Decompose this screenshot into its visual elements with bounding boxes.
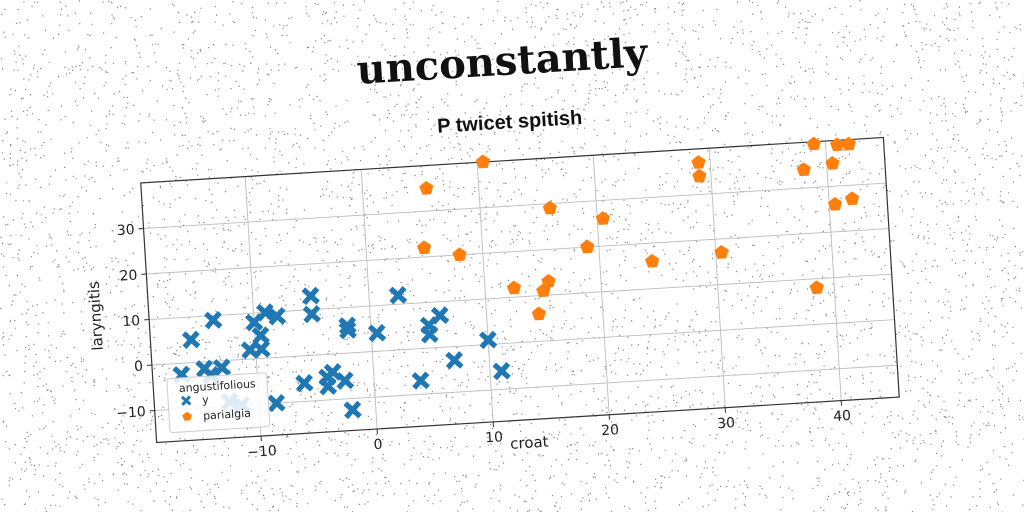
data-point-pentagon (714, 245, 729, 259)
legend-box (166, 372, 271, 433)
x-tick-label: −10 (247, 443, 277, 461)
legend-label: parialgia (203, 407, 252, 423)
grid-line-y (149, 273, 892, 320)
data-point-pentagon (452, 247, 467, 262)
plot-frame (140, 136, 900, 444)
x-tick-label: 30 (717, 415, 736, 432)
data-point-pentagon (806, 136, 821, 151)
data-point-x (492, 361, 511, 381)
data-point-x (255, 303, 275, 322)
data-point-x (204, 311, 223, 330)
x-tick-label: 10 (485, 429, 504, 446)
data-point-x (367, 323, 387, 343)
data-point-pentagon (844, 191, 860, 206)
y-tick-label: 30 (116, 222, 135, 239)
data-point-pentagon (475, 154, 491, 169)
data-point-pentagon (796, 162, 811, 177)
data-point-pentagon (825, 155, 840, 170)
data-point-x (343, 400, 362, 420)
data-point-x (267, 393, 286, 413)
data-point-x (388, 286, 408, 305)
data-point-pentagon (827, 197, 843, 211)
data-point-x (212, 358, 232, 377)
data-point-x (301, 286, 320, 306)
legend-marker-pentagon (182, 411, 192, 421)
data-point-x (181, 330, 201, 349)
series-2 (417, 136, 860, 321)
data-point-x (318, 377, 338, 396)
y-tick-label: 0 (134, 359, 144, 376)
grid-line-x (360, 169, 378, 430)
y-tick-label: −10 (116, 404, 146, 422)
x-tick-label: 0 (373, 437, 383, 454)
data-point-pentagon (809, 280, 824, 295)
y-axis-label: laryngitis (85, 281, 107, 352)
data-point-x (302, 305, 321, 324)
grid-line-x (592, 155, 610, 415)
data-point-pentagon (419, 180, 434, 195)
data-point-x (411, 371, 430, 390)
data-point-pentagon (542, 200, 557, 215)
x-tick-label: 40 (833, 408, 852, 425)
data-point-x (420, 325, 439, 344)
legend-label: y (202, 393, 210, 406)
data-point-x (478, 330, 498, 350)
data-point-pentagon (692, 168, 707, 183)
legend-title: angustifolious (179, 377, 257, 395)
data-point-x (295, 374, 314, 393)
data-point-x (267, 307, 287, 326)
legend-marker-x (180, 395, 192, 406)
data-point-pentagon (691, 155, 706, 169)
x-tick-label: 20 (601, 422, 620, 439)
grid-line-y (151, 319, 895, 366)
grid-line-y (143, 182, 887, 229)
grid-line-x (824, 141, 842, 401)
data-point-pentagon (595, 211, 610, 225)
data-point-pentagon (541, 273, 556, 288)
chart-title: P twicet spitish (437, 107, 583, 138)
data-point-x (430, 306, 450, 325)
data-point-x (252, 340, 271, 359)
data-point-pentagon (531, 306, 546, 321)
x-tick-labels: −10 0 10 20 30 40 (247, 400, 852, 461)
data-point-x (338, 316, 357, 335)
grid-line-x (476, 162, 494, 422)
grid-line-y (146, 228, 889, 275)
y-tick-labels: −10 0 10 20 30 (116, 222, 155, 422)
data-points (172, 136, 860, 420)
data-point-x (335, 371, 355, 390)
data-point-pentagon (830, 137, 845, 152)
data-point-pentagon (841, 136, 856, 151)
data-point-x (445, 351, 464, 370)
data-point-pentagon (579, 239, 595, 254)
data-point-pentagon (417, 240, 432, 255)
x-axis-label: croat (510, 433, 549, 453)
data-point-x (251, 326, 270, 345)
y-tick-label: 20 (119, 268, 138, 285)
y-tick-label: 10 (122, 313, 141, 330)
data-point-pentagon (506, 280, 522, 295)
grid-line-x (708, 148, 726, 408)
data-point-pentagon (644, 253, 660, 268)
data-point-x (338, 321, 357, 340)
axes (140, 136, 900, 444)
